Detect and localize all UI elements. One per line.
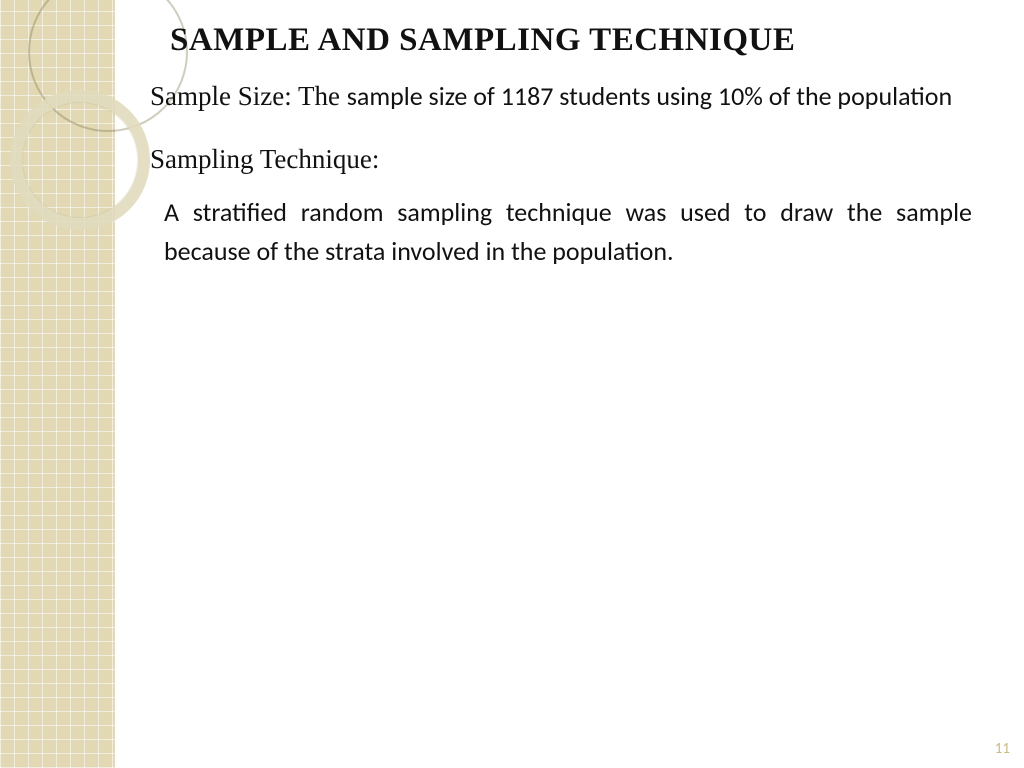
sample-size-label: Sample Size: The bbox=[150, 81, 347, 111]
technique-heading: Sampling Technique: bbox=[150, 144, 972, 175]
sample-size-paragraph: Sample Size: The sample size of 1187 stu… bbox=[150, 77, 972, 116]
decorative-ring-thick bbox=[10, 90, 150, 230]
page-number: 11 bbox=[995, 740, 1010, 758]
sample-size-text: sample size of 1187 students using 10% o… bbox=[347, 80, 952, 112]
slide-content: SAMPLE AND SAMPLING TECHNIQUE Sample Siz… bbox=[150, 22, 972, 271]
technique-body: A stratified random sampling technique w… bbox=[150, 193, 972, 271]
slide-title: SAMPLE AND SAMPLING TECHNIQUE bbox=[170, 22, 972, 59]
